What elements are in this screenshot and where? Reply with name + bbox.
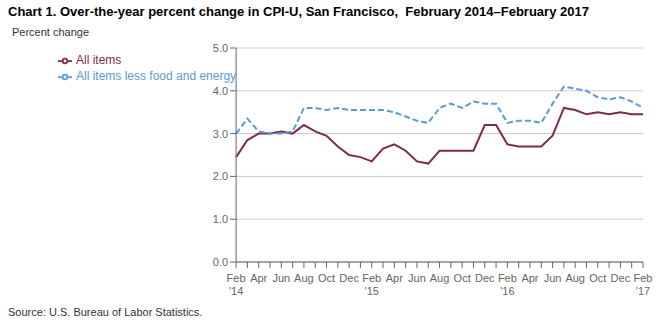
svg-text:1.0: 1.0 xyxy=(213,213,228,225)
svg-text:Feb'17: Feb'17 xyxy=(634,272,651,297)
svg-text:0.0: 0.0 xyxy=(213,256,228,268)
svg-text:Feb'16: Feb'16 xyxy=(498,272,517,297)
svg-text:Feb'14: Feb'14 xyxy=(227,272,246,297)
svg-text:Aug: Aug xyxy=(565,272,585,284)
svg-text:Jun: Jun xyxy=(408,272,426,284)
svg-text:Dec: Dec xyxy=(611,272,631,284)
svg-text:Aug: Aug xyxy=(430,272,450,284)
svg-text:Jun: Jun xyxy=(544,272,562,284)
svg-text:Aug: Aug xyxy=(294,272,314,284)
svg-text:2.0: 2.0 xyxy=(213,170,228,182)
svg-text:Dec: Dec xyxy=(475,272,495,284)
svg-text:Oct: Oct xyxy=(589,272,606,284)
svg-text:Oct: Oct xyxy=(318,272,335,284)
svg-text:Apr: Apr xyxy=(250,272,267,284)
svg-text:4.0: 4.0 xyxy=(213,85,228,97)
svg-text:Jun: Jun xyxy=(272,272,290,284)
html-text:Source: U.S. Bureau of Labor S: Source: U.S. Bureau of Labor Statistics. xyxy=(8,306,203,318)
svg-text:Apr: Apr xyxy=(386,272,403,284)
html-text:All items: All items xyxy=(76,53,122,67)
svg-text:Dec: Dec xyxy=(339,272,359,284)
svg-text:Apr: Apr xyxy=(521,272,538,284)
svg-text:5.0: 5.0 xyxy=(213,42,228,54)
html-text:Chart 1. Over-the-year percent: Chart 1. Over-the-year percent change in… xyxy=(8,4,589,19)
html-text:Percent change: Percent change xyxy=(12,26,90,38)
svg-text:Feb'15: Feb'15 xyxy=(362,272,381,297)
html-text:All items less food and energy: All items less food and energy xyxy=(76,69,237,83)
svg-text:Oct: Oct xyxy=(454,272,471,284)
svg-text:3.0: 3.0 xyxy=(213,128,228,140)
